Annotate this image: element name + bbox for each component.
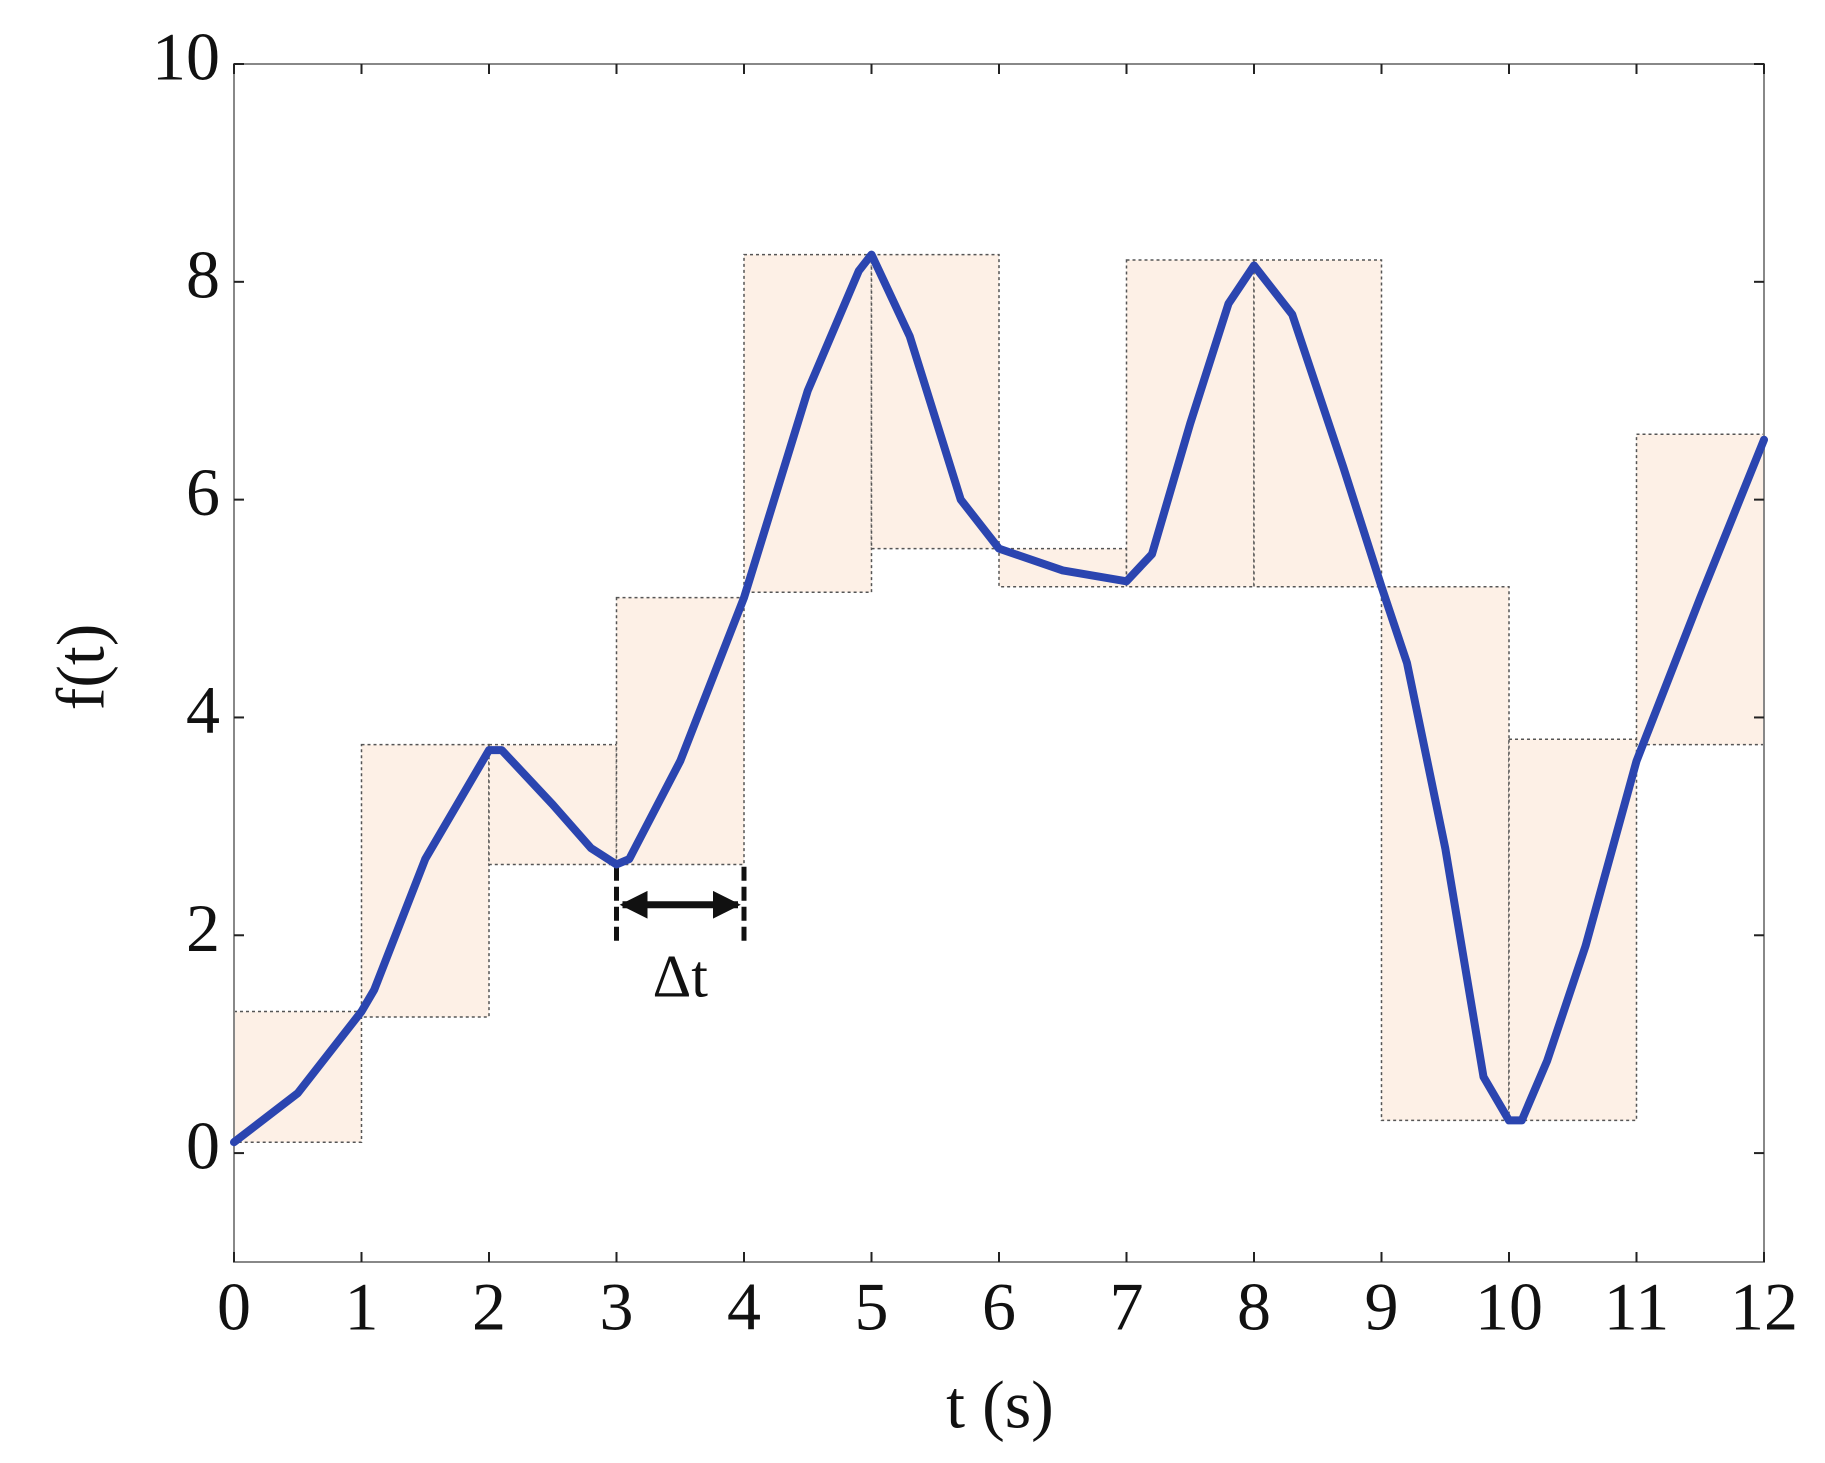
y-tick-label: 10 <box>152 19 220 95</box>
x-tick-label: 0 <box>217 1269 251 1345</box>
interval-box <box>870 253 1000 550</box>
y-tick-label: 0 <box>186 1108 220 1184</box>
x-tick-label: 6 <box>982 1269 1016 1345</box>
x-tick-label: 3 <box>600 1269 634 1345</box>
x-tick-label: 7 <box>1110 1269 1144 1345</box>
y-tick-label: 2 <box>186 890 220 966</box>
y-tick-label: 6 <box>186 454 220 530</box>
x-tick-label: 4 <box>727 1269 761 1345</box>
x-tick-label: 2 <box>472 1269 506 1345</box>
x-tick-label: 12 <box>1730 1269 1798 1345</box>
x-tick-label: 1 <box>345 1269 379 1345</box>
data-line <box>230 250 1768 1147</box>
x-tick-label: 9 <box>1365 1269 1399 1345</box>
x-tick-label: 8 <box>1237 1269 1271 1345</box>
x-tick-label: 11 <box>1604 1269 1669 1345</box>
annotation-text: Δt <box>653 944 709 1010</box>
x-tick-label: 10 <box>1475 1269 1543 1345</box>
y-tick-label: 8 <box>186 236 220 312</box>
y-tick-label: 4 <box>186 672 220 748</box>
x-axis-label: t (s) <box>946 1367 1054 1443</box>
x-tick-label: 5 <box>855 1269 889 1345</box>
y-axis-label: f(t) <box>43 624 119 711</box>
interval-box <box>1508 738 1638 1122</box>
